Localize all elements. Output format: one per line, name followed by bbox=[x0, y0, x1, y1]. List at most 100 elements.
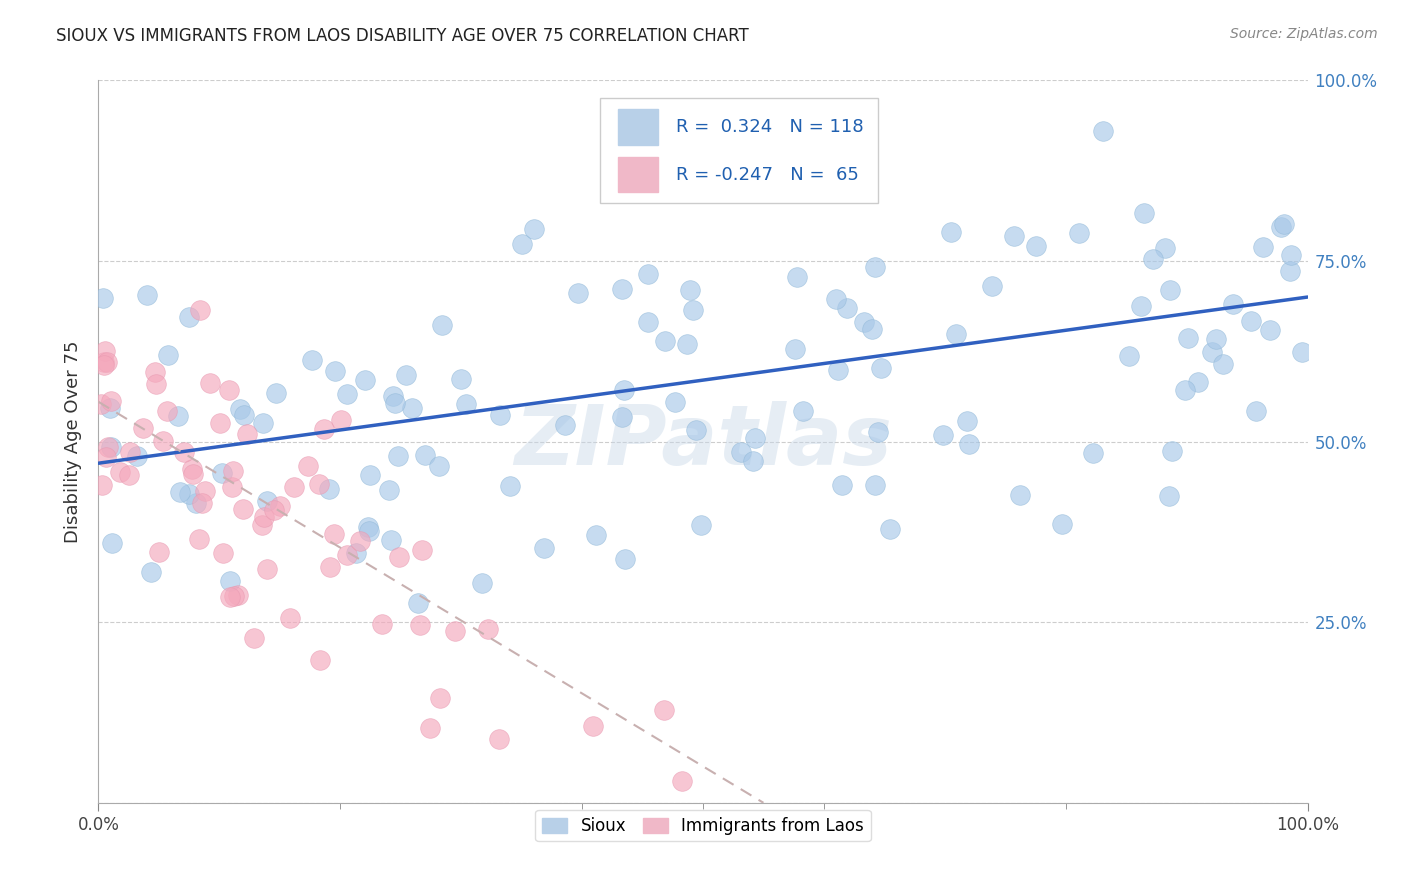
Point bbox=[380, 533, 402, 547]
Point bbox=[1154, 241, 1177, 255]
Point bbox=[1251, 240, 1274, 254]
Point bbox=[264, 386, 287, 401]
Point bbox=[1083, 446, 1105, 460]
Point bbox=[301, 353, 323, 368]
Point bbox=[101, 535, 124, 549]
Point bbox=[825, 293, 848, 307]
Text: Source: ZipAtlas.com: Source: ZipAtlas.com bbox=[1230, 27, 1378, 41]
Point bbox=[488, 408, 510, 422]
Point bbox=[786, 270, 808, 285]
Point bbox=[1274, 217, 1296, 231]
Point bbox=[221, 464, 243, 478]
Point bbox=[211, 467, 233, 481]
Point bbox=[1187, 376, 1209, 390]
Point bbox=[1025, 239, 1047, 253]
Point bbox=[939, 225, 962, 239]
Point bbox=[212, 546, 235, 560]
FancyBboxPatch shape bbox=[619, 157, 658, 193]
Point bbox=[127, 449, 149, 463]
Point bbox=[381, 389, 404, 403]
FancyBboxPatch shape bbox=[619, 109, 658, 145]
Point bbox=[1279, 264, 1302, 278]
Y-axis label: Disability Age Over 75: Disability Age Over 75 bbox=[65, 340, 83, 543]
Point bbox=[1159, 283, 1181, 297]
Point bbox=[120, 445, 142, 459]
Point bbox=[427, 459, 450, 474]
Point bbox=[450, 372, 472, 386]
Point bbox=[357, 520, 380, 534]
Point bbox=[419, 721, 441, 735]
Point bbox=[242, 631, 264, 645]
Point bbox=[488, 732, 510, 747]
Point bbox=[730, 445, 752, 459]
Point bbox=[523, 221, 546, 235]
Point bbox=[533, 541, 555, 556]
Point bbox=[200, 376, 222, 391]
Point bbox=[406, 596, 429, 610]
Point bbox=[388, 550, 411, 565]
Point bbox=[1008, 488, 1031, 502]
Point bbox=[1118, 349, 1140, 363]
Point bbox=[1174, 383, 1197, 397]
Point bbox=[378, 483, 401, 497]
Text: R = -0.247   N =  65: R = -0.247 N = 65 bbox=[676, 166, 859, 184]
Point bbox=[224, 589, 246, 603]
Point bbox=[173, 445, 195, 459]
Point bbox=[1258, 323, 1281, 337]
Point bbox=[297, 459, 319, 474]
Point bbox=[957, 437, 980, 451]
Point bbox=[90, 477, 112, 491]
Point bbox=[613, 383, 636, 397]
FancyBboxPatch shape bbox=[600, 98, 879, 203]
Point bbox=[94, 450, 117, 464]
Point bbox=[148, 545, 170, 559]
Point bbox=[401, 401, 423, 415]
Point bbox=[252, 417, 274, 431]
Point bbox=[269, 499, 291, 513]
Point bbox=[613, 552, 636, 566]
Point bbox=[180, 462, 202, 476]
Point bbox=[1244, 404, 1267, 418]
Point bbox=[283, 480, 305, 494]
Point bbox=[1142, 252, 1164, 266]
Point bbox=[232, 502, 254, 516]
Text: SIOUX VS IMMIGRANTS FROM LAOS DISABILITY AGE OVER 75 CORRELATION CHART: SIOUX VS IMMIGRANTS FROM LAOS DISABILITY… bbox=[56, 27, 749, 45]
Point bbox=[785, 343, 807, 357]
Point bbox=[932, 428, 955, 442]
Point bbox=[1270, 219, 1292, 234]
Point bbox=[145, 376, 167, 391]
Point bbox=[429, 691, 451, 706]
Point bbox=[319, 559, 342, 574]
Point bbox=[498, 479, 520, 493]
Point bbox=[863, 478, 886, 492]
Point bbox=[477, 622, 499, 636]
Point bbox=[263, 503, 285, 517]
Point bbox=[409, 617, 432, 632]
Point bbox=[253, 509, 276, 524]
Point bbox=[865, 260, 887, 274]
Point bbox=[1157, 489, 1180, 503]
Point bbox=[827, 363, 849, 377]
Point bbox=[945, 327, 967, 342]
Point bbox=[323, 526, 346, 541]
Legend: Sioux, Immigrants from Laos: Sioux, Immigrants from Laos bbox=[536, 810, 870, 841]
Point bbox=[184, 496, 207, 510]
Point bbox=[229, 401, 252, 416]
Point bbox=[689, 517, 711, 532]
Point bbox=[359, 524, 381, 539]
Point bbox=[190, 495, 212, 509]
Point bbox=[582, 719, 605, 733]
Point bbox=[354, 373, 377, 387]
Point bbox=[835, 301, 858, 315]
Point bbox=[152, 434, 174, 449]
Point bbox=[349, 533, 371, 548]
Point bbox=[370, 616, 392, 631]
Point bbox=[956, 414, 979, 428]
Point bbox=[1133, 205, 1156, 219]
Point bbox=[181, 467, 204, 482]
Point bbox=[1201, 345, 1223, 359]
Point bbox=[454, 397, 477, 411]
Point bbox=[1161, 444, 1184, 458]
Point bbox=[471, 575, 494, 590]
Point bbox=[1067, 226, 1090, 240]
